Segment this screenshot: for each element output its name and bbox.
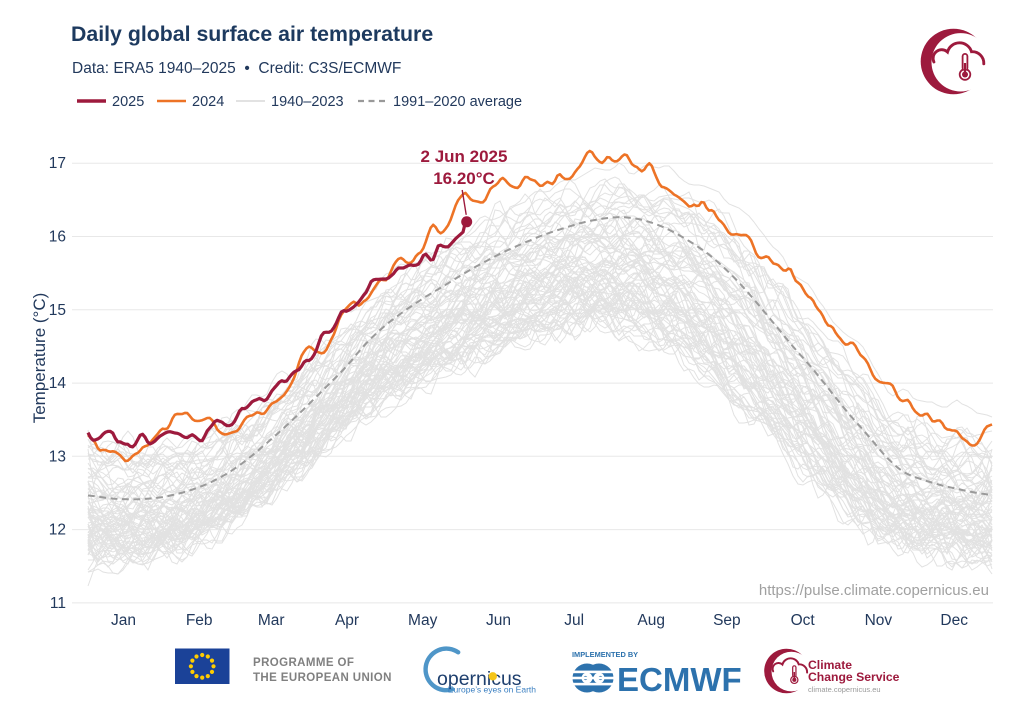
svg-text:2025: 2025 bbox=[112, 94, 144, 110]
svg-text:13: 13 bbox=[49, 448, 66, 465]
svg-text:1991–2020 average: 1991–2020 average bbox=[393, 94, 522, 110]
svg-text:IMPLEMENTED BY: IMPLEMENTED BY bbox=[572, 650, 638, 659]
svg-text:12: 12 bbox=[49, 522, 66, 539]
svg-text:15: 15 bbox=[49, 302, 66, 319]
svg-text:Jan: Jan bbox=[111, 612, 136, 629]
svg-text:Oct: Oct bbox=[791, 612, 816, 629]
svg-text:Daily global surface air tempe: Daily global surface air temperature bbox=[71, 22, 433, 46]
svg-text:16.20°C: 16.20°C bbox=[433, 169, 495, 188]
svg-text:Data: ERA5 1940–2025 • Credi: Data: ERA5 1940–2025 • Credit: C3S/ECMWF bbox=[72, 60, 401, 77]
svg-text:https://pulse.climate.copernic: https://pulse.climate.copernicus.eu bbox=[759, 582, 989, 599]
svg-text:2024: 2024 bbox=[192, 94, 224, 110]
svg-text:1940–2023: 1940–2023 bbox=[271, 94, 344, 110]
svg-text:2 Jun 2025: 2 Jun 2025 bbox=[421, 147, 508, 166]
svg-text:PROGRAMME OF: PROGRAMME OF bbox=[253, 657, 354, 669]
svg-text:Feb: Feb bbox=[186, 612, 213, 629]
svg-text:Sep: Sep bbox=[713, 612, 741, 629]
svg-text:Climate: Climate bbox=[808, 658, 852, 672]
svg-text:Mar: Mar bbox=[258, 612, 285, 629]
svg-text:opernicus: opernicus bbox=[437, 668, 522, 690]
svg-text:Jun: Jun bbox=[486, 612, 511, 629]
svg-text:Jul: Jul bbox=[564, 612, 584, 629]
svg-text:16: 16 bbox=[49, 229, 66, 246]
svg-text:Temperature (°C): Temperature (°C) bbox=[30, 293, 49, 424]
svg-text:THE EUROPEAN UNION: THE EUROPEAN UNION bbox=[253, 672, 392, 684]
svg-text:Europe’s eyes on Earth: Europe’s eyes on Earth bbox=[448, 685, 536, 695]
svg-text:Aug: Aug bbox=[637, 612, 665, 629]
svg-text:11: 11 bbox=[50, 595, 66, 612]
svg-text:ECMWF: ECMWF bbox=[617, 661, 742, 698]
svg-text:14: 14 bbox=[49, 375, 67, 392]
svg-text:17: 17 bbox=[49, 155, 66, 172]
svg-text:May: May bbox=[408, 612, 438, 629]
svg-text:Change Service: Change Service bbox=[808, 670, 900, 684]
svg-text:climate.copernicus.eu: climate.copernicus.eu bbox=[808, 685, 881, 694]
svg-text:Nov: Nov bbox=[865, 612, 893, 629]
svg-text:Dec: Dec bbox=[940, 612, 968, 629]
svg-text:Apr: Apr bbox=[335, 612, 359, 629]
